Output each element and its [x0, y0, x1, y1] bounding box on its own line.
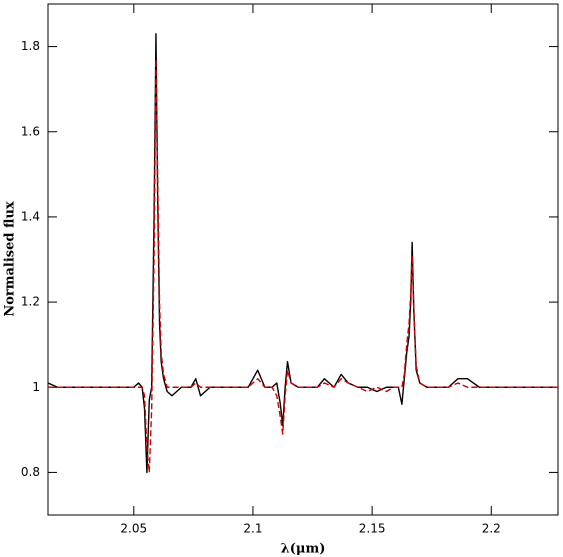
- spectrum-line: [47, 33, 558, 474]
- x-tick-label: 2.05: [120, 522, 147, 536]
- y-tick-label: 1: [32, 380, 40, 394]
- spectrum-line: [48, 58, 558, 474]
- x-axis-label: λ(μm): [281, 542, 326, 557]
- y-tick-label: 1.2: [21, 295, 40, 309]
- x-tick-label: 2.15: [359, 522, 386, 536]
- y-tick-label: 1.4: [21, 209, 40, 223]
- y-tick-label: 1.6: [21, 124, 40, 138]
- x-tick-label: 2.1: [243, 522, 262, 536]
- y-tick-label: 1.8: [21, 39, 40, 53]
- y-tick-label: 0.8: [21, 465, 40, 479]
- y-axis-label: Normalised flux: [3, 201, 18, 317]
- x-tick-label: 2.2: [482, 522, 501, 536]
- plot-frame: [47, 3, 559, 516]
